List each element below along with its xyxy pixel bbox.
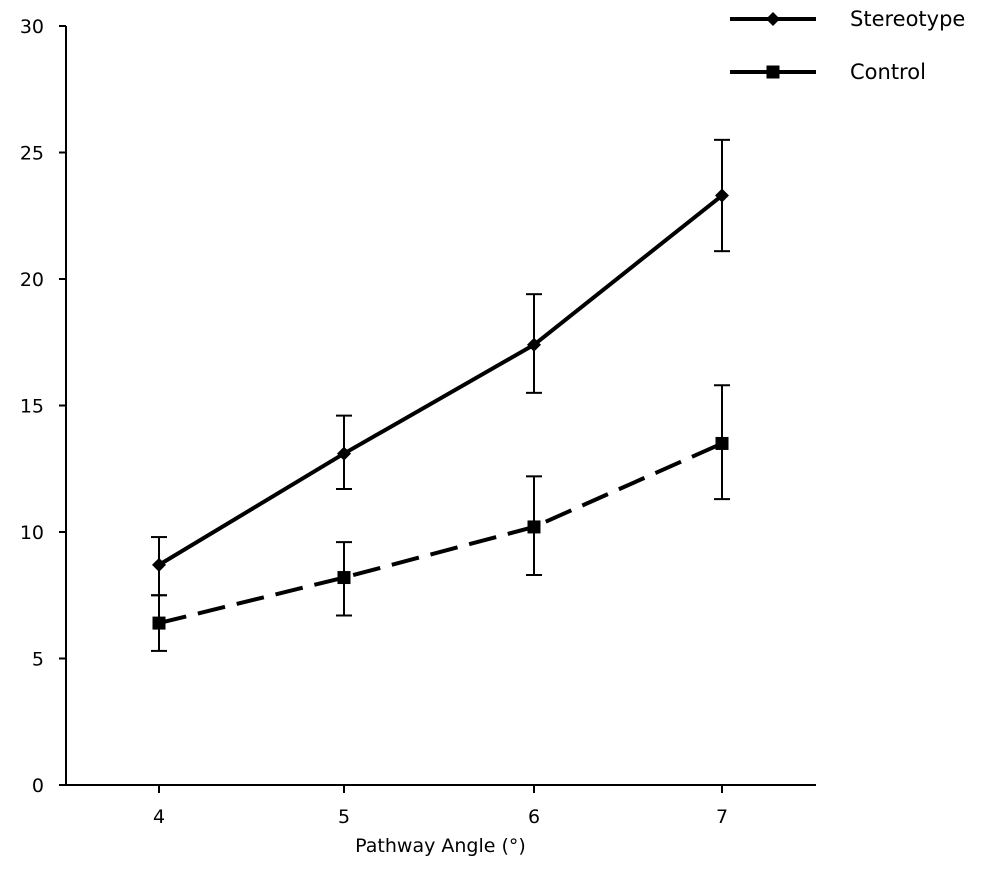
data-point: [715, 188, 729, 203]
legend-marker: [766, 65, 780, 79]
y-tick-label: 15: [20, 396, 44, 418]
y-tick-label: 10: [20, 522, 44, 544]
legend: Stereotype Control: [730, 7, 965, 84]
x-tick-label: 5: [338, 806, 350, 828]
x-axis-ticks: 4 5 6 7: [153, 785, 728, 828]
y-tick-label: 5: [32, 649, 44, 671]
series-line: [158, 441, 723, 626]
x-axis-title: Pathway Angle (°): [355, 835, 526, 857]
data-point: [715, 436, 729, 450]
data-point: [337, 571, 351, 585]
series-stereotype: [151, 138, 730, 597]
data-point: [152, 557, 166, 572]
series-layer: [151, 138, 730, 652]
x-tick-label: 7: [716, 806, 728, 828]
y-tick-label: 0: [32, 775, 44, 797]
data-point: [152, 616, 166, 630]
legend-label: Stereotype: [850, 7, 965, 31]
legend-item: Stereotype: [730, 7, 965, 31]
x-tick-label: 6: [528, 806, 540, 828]
legend-label: Control: [850, 60, 926, 84]
x-tick-label: 4: [153, 806, 165, 828]
series-line: [157, 193, 724, 567]
data-point: [527, 337, 541, 352]
y-axis-ticks: 0 5 10 15 20 25 30: [20, 16, 66, 797]
legend-item: Control: [730, 60, 926, 84]
legend-marker: [766, 12, 780, 26]
data-point: [527, 520, 541, 534]
data-point: [337, 446, 351, 461]
series-control: [151, 384, 730, 652]
y-tick-label: 30: [20, 16, 44, 38]
y-tick-label: 25: [20, 143, 44, 165]
y-tick-label: 20: [20, 269, 44, 291]
